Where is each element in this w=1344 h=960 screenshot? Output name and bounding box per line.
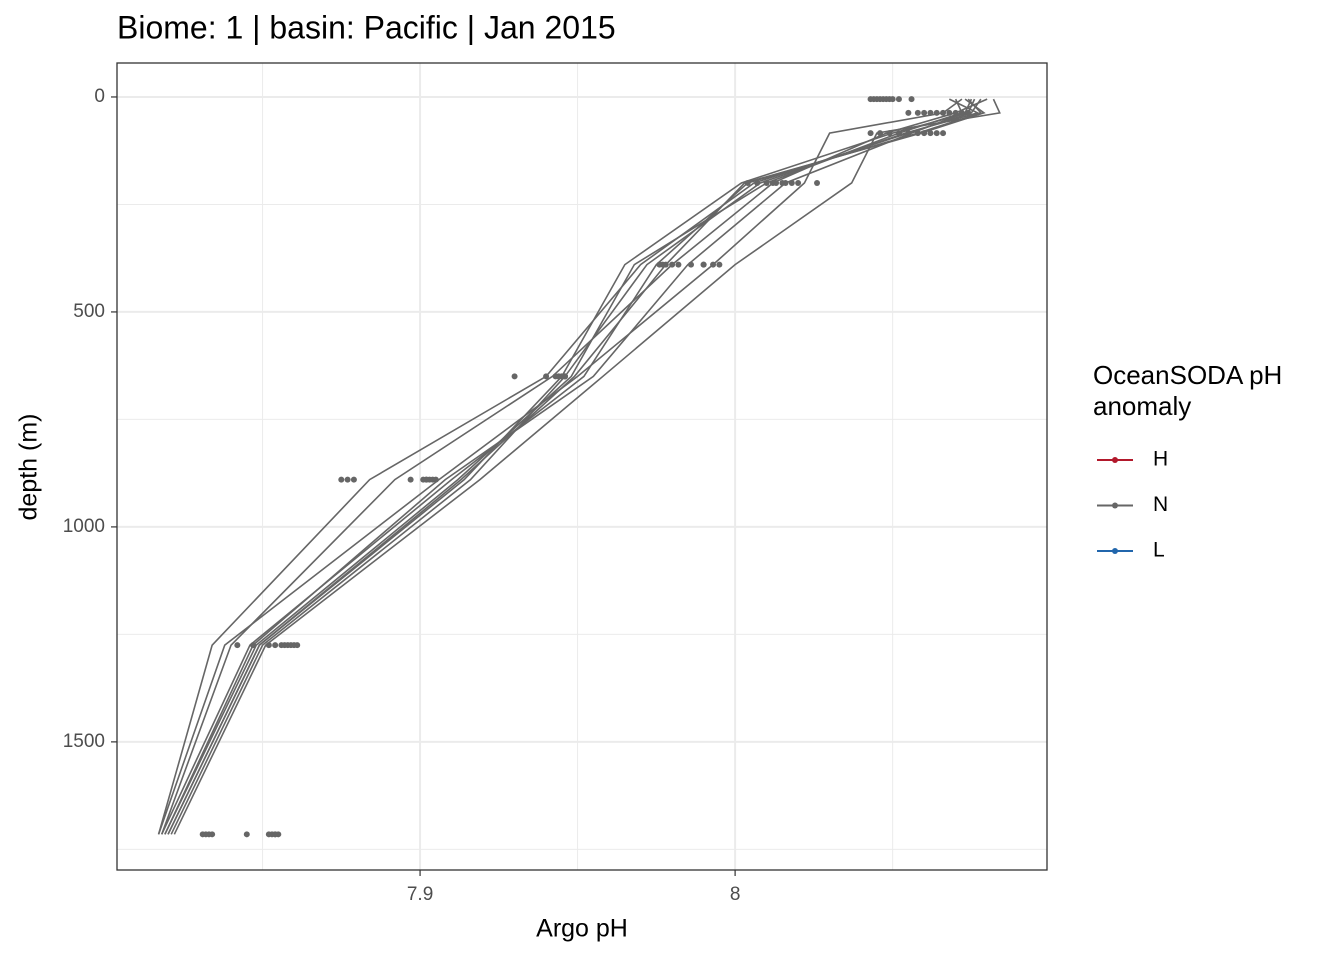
profile-line — [164, 98, 973, 835]
profile-point — [958, 109, 965, 116]
legend-label: L — [1153, 539, 1165, 562]
profile-point — [940, 130, 947, 137]
profile-point — [940, 109, 947, 116]
y-tick-label: 0 — [94, 86, 105, 107]
profile-point — [344, 476, 351, 483]
profile-point — [338, 476, 345, 483]
profile-point — [895, 96, 902, 103]
profile-point — [814, 179, 821, 186]
profile-point — [946, 109, 953, 116]
profile-point — [927, 130, 934, 137]
profile-point — [700, 261, 707, 268]
profile-point — [234, 642, 241, 649]
profile-point — [675, 261, 682, 268]
legend-key-point — [1112, 502, 1118, 509]
panel — [117, 63, 1047, 870]
profile-point — [275, 831, 282, 838]
profile-line — [157, 98, 982, 835]
profile-point — [511, 373, 518, 380]
profile-point — [965, 109, 972, 116]
profile-point — [202, 831, 209, 838]
profile-point — [867, 130, 874, 137]
profile-point — [927, 109, 934, 116]
profile-point — [662, 261, 669, 268]
profile-point — [795, 179, 802, 186]
profile-point — [350, 476, 357, 483]
profile-point — [265, 642, 272, 649]
legend-title: OceanSODA pH — [1093, 360, 1282, 390]
profile-point — [209, 831, 216, 838]
legend-label: H — [1153, 448, 1168, 471]
profile-point — [420, 476, 427, 483]
legend-key-point — [1112, 457, 1118, 463]
profile-point — [905, 109, 912, 116]
x-tick-label: 8 — [730, 884, 741, 905]
profile-point — [552, 373, 559, 380]
profile-point — [908, 96, 915, 103]
profile-point — [933, 109, 940, 116]
profile-point — [889, 96, 896, 103]
y-tick-label: 1500 — [63, 731, 105, 752]
y-tick-label: 500 — [73, 301, 105, 322]
y-axis-title: depth (m) — [15, 414, 43, 521]
x-tick-label: 7.9 — [407, 884, 433, 905]
profile-point — [243, 831, 250, 838]
panel-border — [116, 62, 1048, 871]
profile-point — [429, 476, 436, 483]
profile-point — [710, 261, 717, 268]
profile-line — [164, 98, 964, 835]
legend-key-point — [1112, 548, 1118, 554]
legend-label: N — [1153, 493, 1168, 516]
profile-point — [921, 109, 928, 116]
legend-title: anomaly — [1093, 391, 1191, 421]
profile-point — [272, 642, 279, 649]
profile-point — [716, 261, 723, 268]
chart-title: Biome: 1 | basin: Pacific | Jan 2015 — [117, 9, 616, 45]
profile-point — [933, 130, 940, 137]
profile-point — [407, 476, 414, 483]
y-tick-label: 1000 — [63, 516, 105, 537]
profile-point — [952, 109, 959, 116]
profile-line — [170, 98, 980, 835]
profile-point — [914, 109, 921, 116]
profile-point — [561, 373, 568, 380]
profile-line — [160, 98, 988, 835]
x-axis-title: Argo pH — [536, 915, 628, 943]
profile-point — [291, 642, 298, 649]
profile-point — [773, 179, 780, 186]
